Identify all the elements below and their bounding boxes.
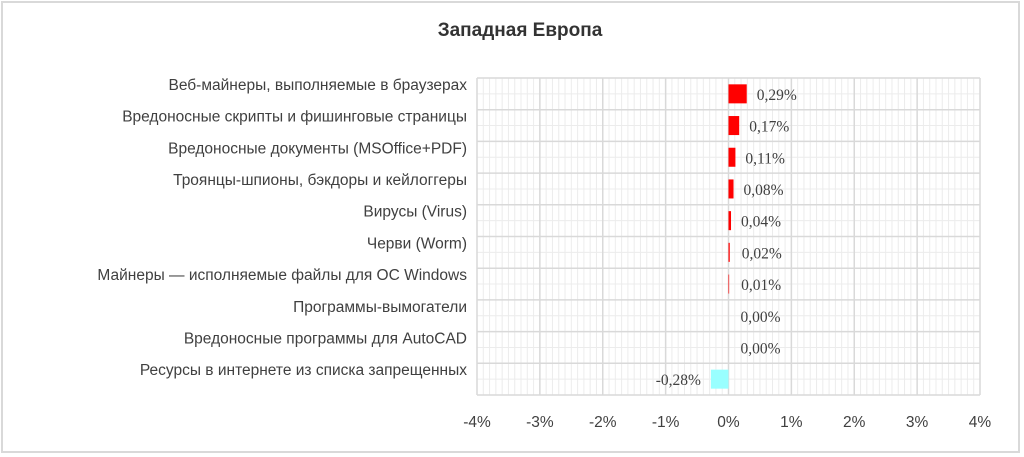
bar bbox=[710, 369, 729, 389]
data-label: 0,04% bbox=[741, 214, 781, 231]
category-label: Программы-вымогатели bbox=[293, 299, 467, 316]
data-label: 0,00% bbox=[741, 309, 781, 326]
chart-title: Западная Европа bbox=[437, 20, 603, 41]
bar bbox=[728, 179, 734, 199]
x-tick-label: 3% bbox=[906, 414, 929, 431]
x-tick-label: -4% bbox=[463, 414, 491, 431]
bar bbox=[728, 274, 730, 294]
data-label: 0,01% bbox=[741, 277, 781, 294]
category-label: Вирусы (Virus) bbox=[363, 204, 467, 221]
data-label: 0,11% bbox=[745, 150, 785, 167]
category-label: Черви (Worm) bbox=[367, 235, 467, 252]
category-label: Веб-майнеры, выполняемые в браузерах bbox=[169, 77, 468, 94]
x-tick-label: -3% bbox=[526, 414, 554, 431]
data-label: 0,02% bbox=[742, 245, 782, 262]
data-label: 0,17% bbox=[749, 119, 789, 136]
category-label: Вредоносные программы для AutoCAD bbox=[184, 330, 467, 347]
x-tick-label: 2% bbox=[843, 414, 866, 431]
x-tick-label: -2% bbox=[589, 414, 617, 431]
x-tick-label: 0% bbox=[717, 414, 740, 431]
x-tick-label: -1% bbox=[652, 414, 680, 431]
bar bbox=[728, 147, 736, 167]
category-label: Вредоносные документы (MSOffice+PDF) bbox=[168, 140, 467, 157]
bar bbox=[728, 116, 740, 136]
bar bbox=[728, 211, 732, 231]
bar bbox=[728, 242, 730, 262]
category-label: Майнеры — исполняемые файлы для ОС Windo… bbox=[97, 267, 467, 284]
data-label: 0,29% bbox=[757, 87, 797, 104]
bar bbox=[728, 84, 747, 104]
category-label: Троянцы-шпионы, бэкдоры и кейлоггеры bbox=[173, 172, 467, 189]
x-tick-label: 4% bbox=[969, 414, 992, 431]
category-label: Ресурсы в интернете из списка запрещенны… bbox=[140, 362, 467, 379]
data-label: -0,28% bbox=[656, 372, 701, 389]
data-label: 0,08% bbox=[744, 182, 784, 199]
data-label: 0,00% bbox=[741, 340, 781, 357]
x-tick-label: 1% bbox=[780, 414, 803, 431]
category-label: Вредоносные скрипты и фишинговые страниц… bbox=[122, 109, 467, 126]
